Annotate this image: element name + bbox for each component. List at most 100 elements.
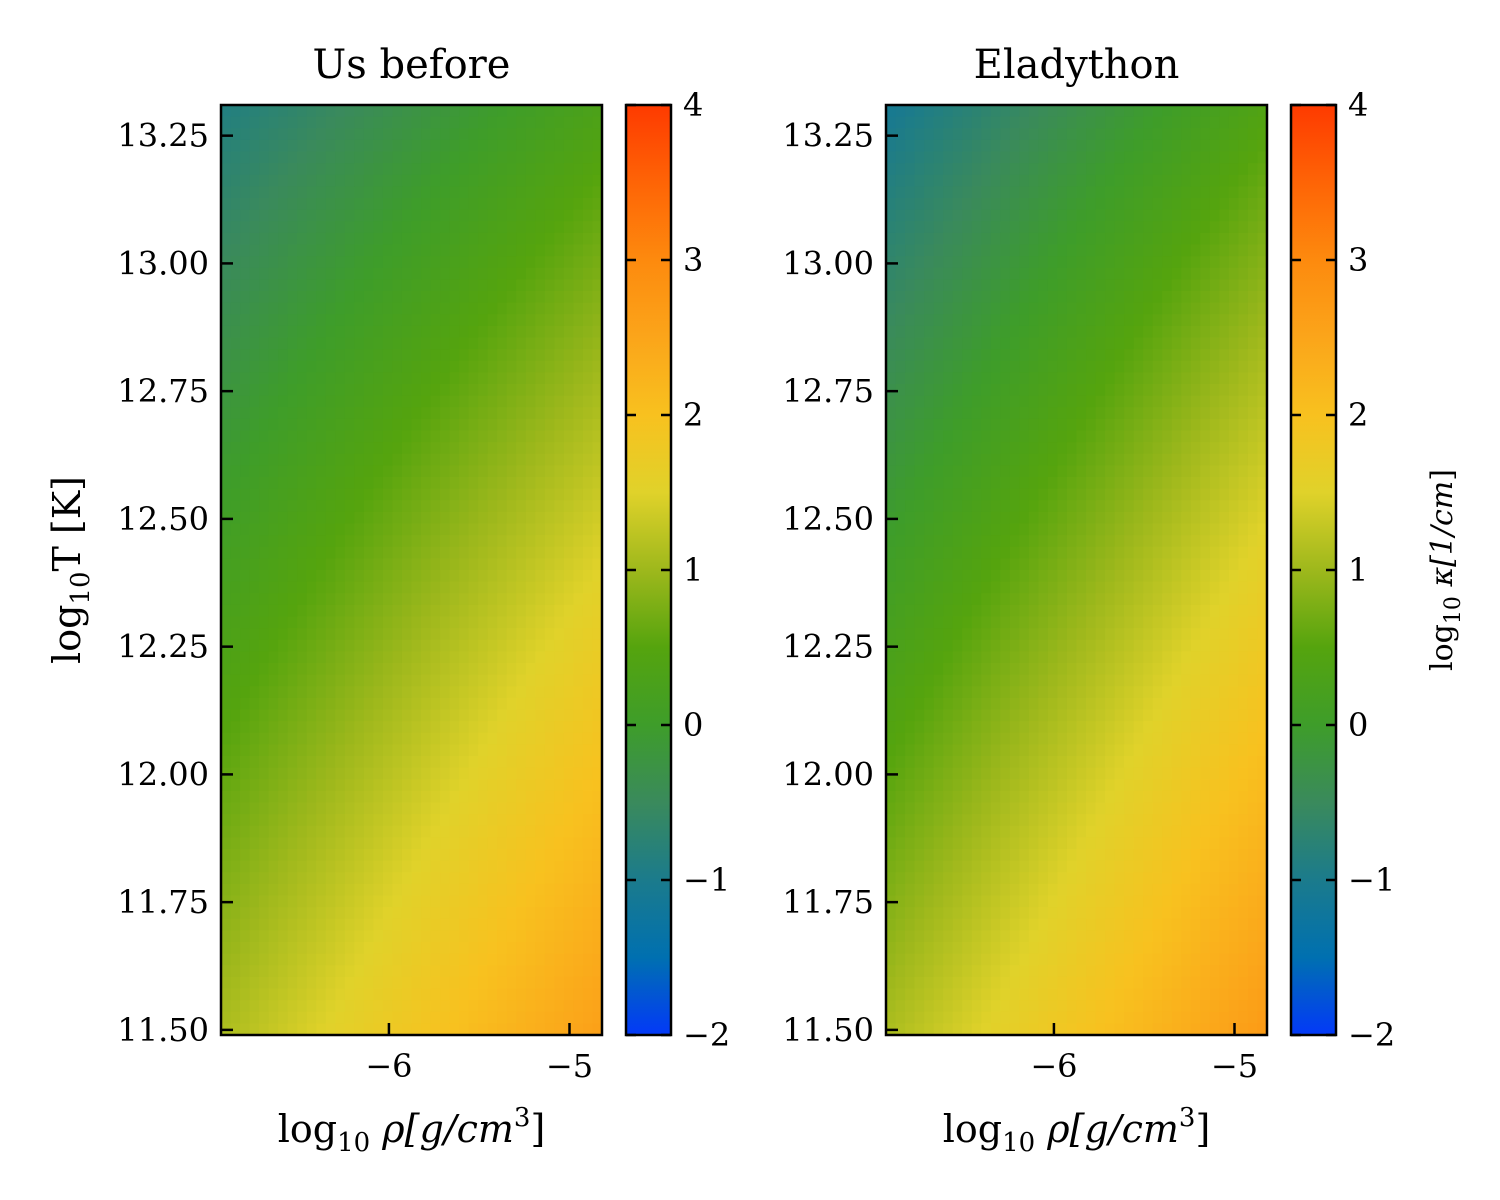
heatmap-cell	[535, 360, 546, 373]
heatmap-cell	[1228, 546, 1240, 559]
heatmap-cell	[1143, 349, 1154, 362]
heatmap-cell	[449, 453, 460, 466]
heatmap-cell	[411, 628, 422, 641]
heatmap-cell	[582, 523, 594, 536]
heatmap-cell	[1057, 337, 1068, 350]
heatmap-cell	[1219, 151, 1230, 164]
heatmap-cell	[1076, 151, 1087, 164]
heatmap-cell	[325, 395, 336, 408]
heatmap-cell	[363, 163, 375, 176]
heatmap-cell	[401, 418, 413, 432]
heatmap-cell	[1009, 535, 1020, 548]
heatmap-cell	[1143, 453, 1154, 466]
heatmap-cell	[221, 860, 232, 873]
heatmap-cell	[1019, 349, 1030, 362]
heatmap-cell	[563, 209, 575, 222]
heatmap-cell	[335, 790, 346, 804]
heatmap-cell	[478, 942, 489, 955]
heatmap-cell	[259, 767, 270, 780]
heatmap-cell	[297, 360, 308, 373]
heatmap-cell	[1057, 256, 1068, 269]
heatmap-cell	[306, 407, 317, 420]
heatmap-cell	[430, 105, 441, 118]
heatmap-cell	[363, 232, 375, 246]
heatmap-cell	[344, 139, 355, 153]
heatmap-cell	[221, 558, 232, 571]
heatmap-cell	[952, 511, 963, 525]
heatmap-cell	[544, 825, 555, 838]
heatmap-cell	[1038, 244, 1049, 257]
heatmap-cell	[1028, 105, 1040, 118]
heatmap-cell	[981, 604, 992, 618]
heatmap-cell	[1076, 116, 1087, 129]
heatmap-cell	[1190, 221, 1201, 234]
heatmap-cell	[1057, 581, 1068, 594]
heatmap-cell	[344, 604, 355, 618]
heatmap-cell	[1124, 349, 1135, 362]
heatmap-cell	[582, 686, 594, 699]
heatmap-cell	[1247, 570, 1259, 583]
heatmap-cell	[297, 709, 308, 722]
heatmap-cell	[1124, 105, 1135, 118]
heatmap-cell	[268, 907, 279, 920]
heatmap-cell	[895, 570, 906, 583]
heatmap-cell	[1114, 186, 1125, 199]
heatmap-cell	[287, 384, 298, 397]
heatmap-cell	[525, 814, 536, 827]
heatmap-cell	[354, 732, 365, 745]
heatmap-cell	[297, 849, 308, 862]
heatmap-cell	[268, 942, 279, 955]
heatmap-cell	[325, 314, 336, 327]
heatmap-cell	[487, 628, 498, 641]
heatmap-cell	[325, 825, 336, 838]
heatmap-cell	[382, 616, 394, 629]
heatmap-cell	[943, 244, 954, 257]
heatmap-cell	[1066, 360, 1078, 373]
heatmap-cell	[924, 546, 935, 559]
heatmap-cell	[487, 395, 498, 408]
heatmap-cell	[421, 128, 432, 141]
heatmap-cell	[962, 232, 973, 246]
heatmap-cell	[582, 151, 594, 164]
heatmap-cell	[525, 593, 536, 606]
heatmap-cell	[411, 581, 422, 594]
heatmap-cell	[392, 360, 403, 373]
heatmap-cell	[468, 453, 479, 466]
heatmap-cell	[401, 570, 413, 583]
heatmap-cell	[306, 1023, 317, 1036]
heatmap-cell	[1009, 395, 1020, 408]
heatmap-cell	[895, 488, 906, 501]
heatmap-cell	[525, 430, 536, 443]
heatmap-cell	[306, 291, 317, 304]
heatmap-cell	[905, 604, 916, 618]
heatmap-cell	[487, 663, 498, 676]
heatmap-cell	[487, 988, 498, 1001]
heatmap-cell	[249, 895, 260, 908]
heatmap-cell	[325, 465, 336, 478]
heatmap-cell	[1162, 349, 1173, 362]
heatmap-cell	[1200, 546, 1211, 559]
heatmap-cell	[952, 267, 963, 280]
heatmap-cell	[278, 558, 289, 571]
heatmap-cell	[221, 105, 232, 118]
heatmap-cell	[506, 314, 517, 327]
heatmap-cell	[478, 360, 489, 373]
heatmap-cell	[468, 128, 479, 141]
heatmap-cell	[1057, 302, 1068, 315]
heatmap-cell	[373, 407, 384, 420]
heatmap-cell	[544, 663, 555, 676]
heatmap-cell	[1257, 535, 1268, 548]
heatmap-cell	[449, 697, 460, 711]
heatmap-cell	[440, 198, 451, 211]
heatmap-cell	[1143, 430, 1154, 443]
heatmap-cell	[430, 418, 441, 432]
heatmap-cell	[1057, 604, 1068, 618]
heatmap-cell	[449, 976, 460, 990]
heatmap-cell	[1171, 535, 1182, 548]
heatmap-cell	[316, 337, 327, 350]
heatmap-cell	[259, 291, 270, 304]
heatmap-cell	[287, 907, 298, 920]
heatmap-cell	[582, 639, 594, 652]
heatmap-cell	[459, 907, 470, 920]
heatmap-cell	[382, 372, 394, 385]
